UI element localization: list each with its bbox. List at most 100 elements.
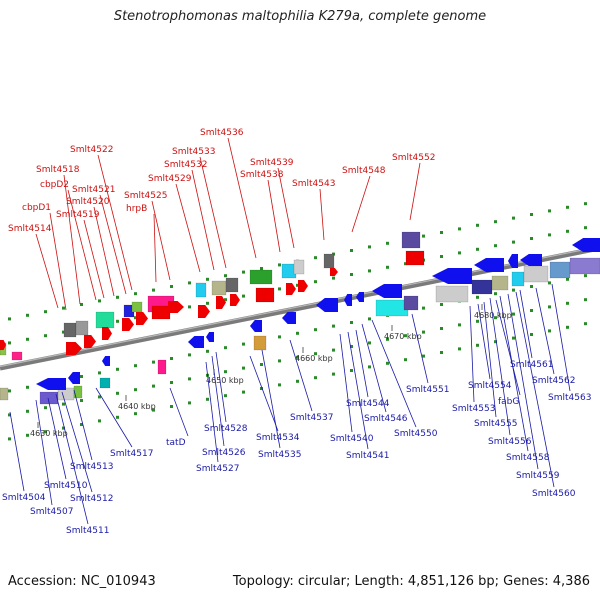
- reverse-leader-line: [205, 361, 219, 463]
- guide-tick: [368, 245, 371, 249]
- reverse-gene-label: Smlt4513: [70, 462, 113, 472]
- guide-tick: [206, 349, 209, 353]
- forward-gene-label: Smlt4548: [342, 166, 386, 176]
- guide-tick: [62, 426, 65, 430]
- guide-tick: [116, 391, 119, 395]
- guide-tick: [278, 287, 281, 291]
- guide-tick: [350, 345, 353, 348]
- guide-tick: [26, 337, 29, 341]
- guide-tick: [314, 352, 317, 356]
- reverse-gene-label: Smlt4554: [468, 381, 512, 391]
- reverse-gene: [572, 238, 600, 252]
- guide-tick: [8, 389, 11, 393]
- reverse-leader-line: [55, 393, 89, 525]
- forward-feature: [225, 277, 239, 293]
- guide-tick: [458, 227, 461, 231]
- reverse-leader-line: [289, 339, 313, 412]
- reverse-gene-label: Smlt4517: [110, 449, 153, 459]
- reverse-gene-label: Smlt4541: [346, 451, 389, 461]
- reverse-gene: [282, 312, 296, 324]
- forward-gene: [122, 318, 134, 331]
- forward-gene-label: Smlt4518: [36, 165, 80, 175]
- guide-tick: [548, 233, 551, 237]
- forward-feature: [249, 269, 273, 285]
- accession-text: Accession: NC_010943: [8, 574, 156, 589]
- guide-tick: [512, 336, 515, 340]
- guide-tick: [458, 251, 461, 255]
- scale-label: 4650 kbp: [206, 376, 244, 385]
- forward-leader-line: [63, 174, 81, 305]
- guide-tick: [458, 347, 461, 351]
- reverse-gene-label: Smlt4550: [394, 429, 438, 439]
- forward-gene-label: Smlt4514: [8, 224, 52, 234]
- guide-tick: [44, 310, 47, 314]
- guide-tick: [332, 324, 335, 328]
- forward-gene-label: Smlt4543: [292, 179, 335, 189]
- forward-feature: [95, 311, 115, 329]
- guide-tick: [332, 348, 335, 352]
- guide-tick: [386, 265, 389, 269]
- reverse-feature: [99, 377, 111, 389]
- forward-leader-line: [99, 194, 127, 295]
- reverse-gene: [188, 336, 204, 348]
- guide-tick: [314, 256, 317, 260]
- forward-gene-label: Smlt4533: [172, 147, 215, 157]
- reverse-leader-line: [515, 291, 555, 488]
- guide-tick: [494, 244, 497, 248]
- guide-tick: [62, 306, 65, 310]
- forward-gene-label: Smlt4552: [392, 153, 435, 163]
- reverse-leader-line: [355, 329, 369, 398]
- reverse-gene-label: tatD: [166, 438, 186, 448]
- guide-tick: [476, 223, 479, 227]
- guide-tick: [494, 340, 497, 344]
- reverse-gene-label: Smlt4563: [548, 393, 591, 403]
- reverse-leader-line: [483, 301, 497, 418]
- reverse-feature: [157, 359, 167, 375]
- reverse-leader-line: [169, 387, 189, 437]
- guide-tick: [422, 306, 425, 310]
- forward-gene: [0, 340, 6, 350]
- guide-tick: [296, 355, 299, 359]
- forward-feature: [131, 301, 143, 313]
- guide-tick: [494, 292, 497, 296]
- reverse-gene-label: fabG: [498, 397, 519, 407]
- guide-tick: [170, 357, 173, 360]
- guide-tick: [458, 323, 461, 327]
- guide-tick: [512, 216, 515, 220]
- guide-tick: [566, 205, 569, 209]
- guide-tick: [476, 247, 479, 251]
- guide-tick: [188, 305, 191, 309]
- reverse-leader-line: [9, 411, 25, 492]
- guide-tick: [188, 353, 191, 357]
- reverse-feature: [549, 261, 571, 279]
- guide-tick: [530, 309, 533, 312]
- guide-tick: [566, 277, 569, 281]
- forward-gene-label: cbpD1: [22, 203, 51, 213]
- reverse-feature: [471, 279, 493, 295]
- reverse-gene: [206, 332, 214, 342]
- guide-tick: [152, 360, 155, 364]
- guide-tick: [170, 381, 173, 384]
- forward-gene-label: hrpB: [126, 204, 147, 214]
- guide-tick: [26, 433, 29, 437]
- reverse-leader-line: [211, 355, 225, 447]
- forward-feature: [401, 231, 421, 249]
- guide-tick: [116, 415, 119, 419]
- reverse-feature: [511, 271, 525, 287]
- forward-gene-label: Smlt4529: [148, 174, 192, 184]
- reverse-gene: [36, 378, 66, 390]
- reverse-gene: [102, 356, 110, 366]
- forward-gene-label: Smlt4536: [200, 128, 244, 138]
- guide-tick: [584, 226, 587, 230]
- forward-gene: [330, 268, 338, 276]
- guide-tick: [314, 280, 317, 284]
- forward-gene: [286, 283, 296, 295]
- guide-tick: [98, 371, 101, 375]
- reverse-leader-line: [469, 305, 475, 403]
- reverse-leader-line: [215, 351, 227, 423]
- reverse-leader-line: [495, 299, 521, 396]
- reverse-gene-label: Smlt4553: [452, 404, 495, 414]
- guide-tick: [62, 402, 65, 406]
- guide-tick: [8, 437, 11, 441]
